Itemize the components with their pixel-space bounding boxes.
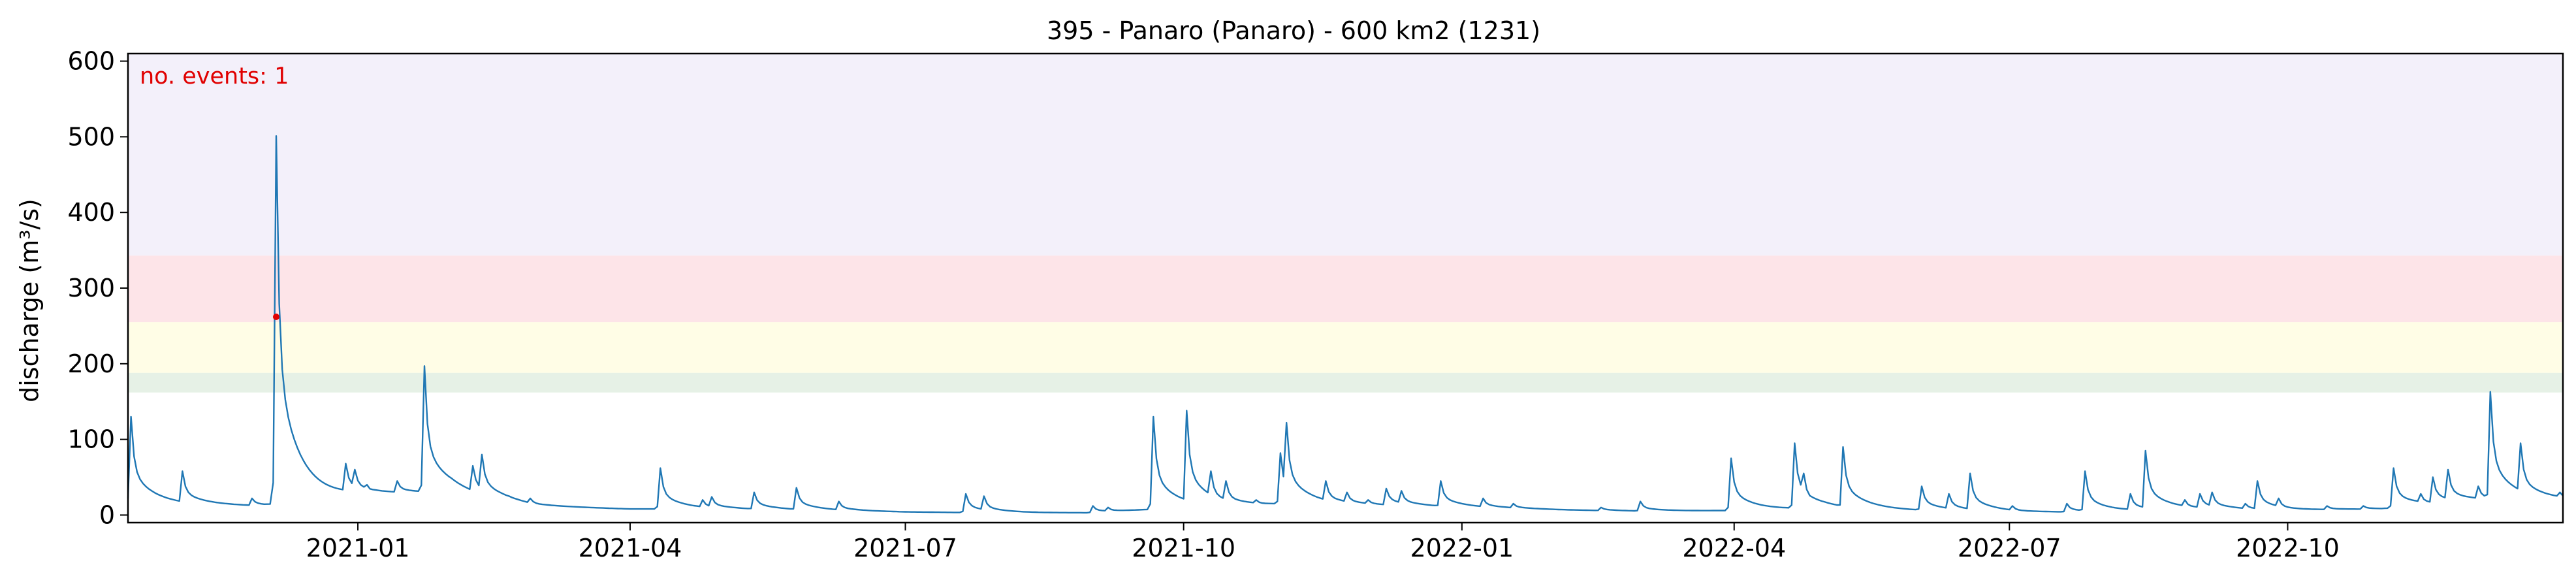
chart-title: 395 - Panaro (Panaro) - 600 km2 (1231)	[1047, 16, 1540, 45]
x-tick-label-5: 2022-01	[1410, 534, 1514, 562]
x-axis: 2021-01 2021-04 2021-07 2021-10 2022-01 2022-…	[306, 523, 2340, 562]
x-tick-label-1: 2021-01	[306, 534, 410, 562]
y-tick-label-7: 600	[67, 47, 115, 76]
y-tick-label-3: 200	[67, 350, 115, 378]
threshold-band-1	[128, 372, 2563, 393]
event-markers	[272, 314, 279, 321]
event-marker-1	[272, 314, 279, 321]
events-count-annotation: no. events: 1	[140, 63, 289, 89]
x-tick-label-3: 2021-07	[853, 534, 957, 562]
x-tick-label-7: 2022-07	[1958, 534, 2061, 562]
threshold-band-2	[128, 322, 2563, 373]
threshold-bands	[128, 54, 2563, 393]
x-tick-label-4: 2021-10	[1132, 534, 1235, 562]
threshold-band-4	[128, 54, 2563, 256]
x-tick-label-2: 2021-04	[579, 534, 682, 562]
x-tick-label-6: 2022-04	[1682, 534, 1786, 562]
y-tick-label-2: 100	[67, 425, 115, 454]
y-tick-label-4: 300	[67, 274, 115, 302]
y-tick-label-5: 400	[67, 198, 115, 227]
discharge-line	[127, 135, 2564, 514]
discharge-series	[127, 135, 2564, 514]
y-axis-label: discharge (m³/s)	[15, 199, 44, 402]
threshold-band-3	[128, 255, 2563, 323]
y-tick-label-1: 0	[99, 500, 115, 529]
y-axis: 0 100 200 300 400 500 600	[67, 47, 128, 529]
x-tick-label-8: 2022-10	[2236, 534, 2340, 562]
y-tick-label-6: 500	[67, 122, 115, 151]
